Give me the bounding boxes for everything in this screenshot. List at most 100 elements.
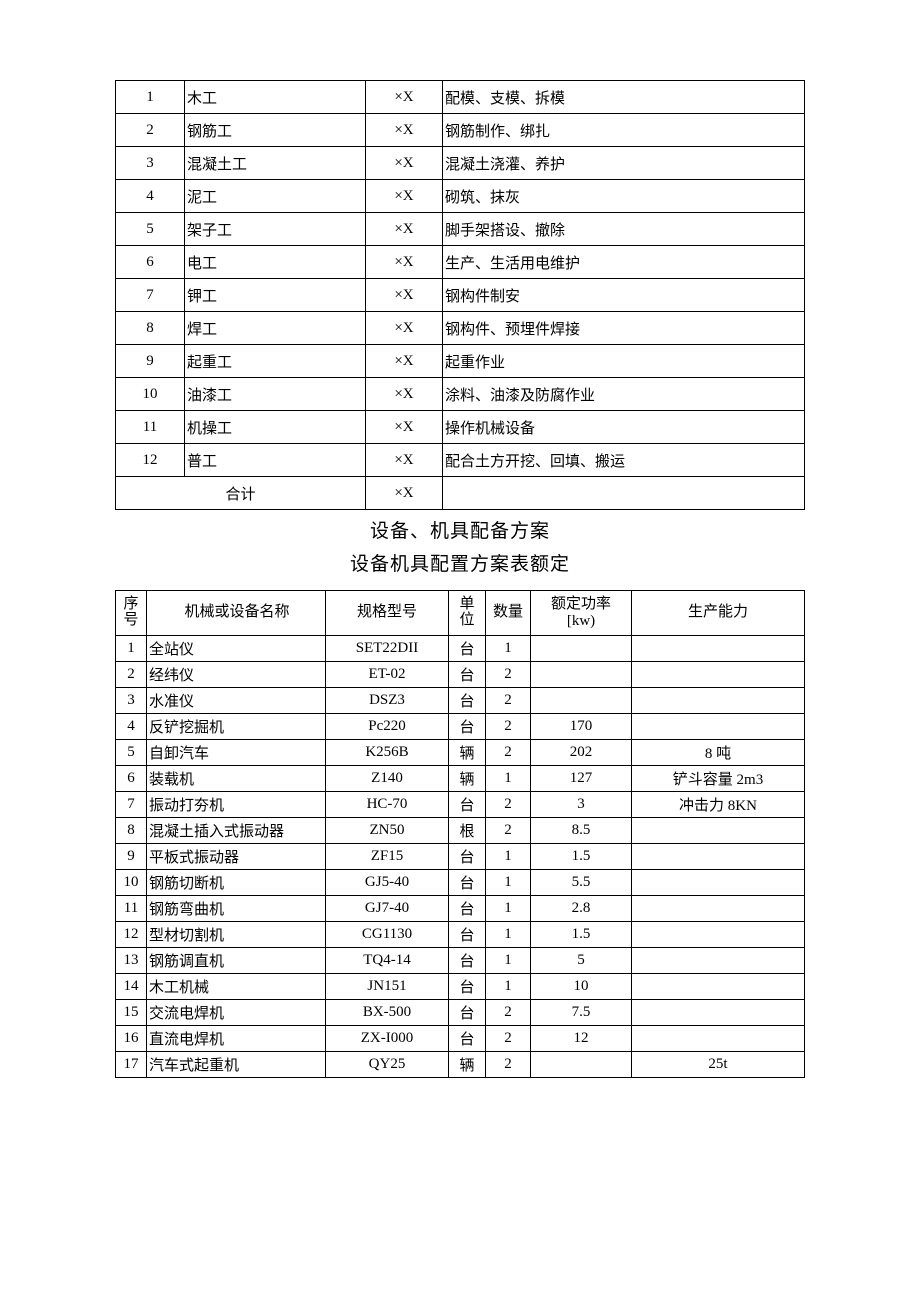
table-row: 9平板式振动器ZF15台11.5	[116, 844, 805, 870]
cell-unit: 台	[449, 714, 486, 740]
cell-qty: 2	[486, 818, 531, 844]
cell-name: 全站仪	[147, 636, 326, 662]
cell-no: 3	[116, 688, 147, 714]
cell-no: 8	[116, 312, 185, 345]
cell-name: 钢筋工	[185, 114, 366, 147]
cell-qty: 2	[486, 1026, 531, 1052]
cell-unit: 辆	[449, 740, 486, 766]
cell-unit: 台	[449, 1000, 486, 1026]
table-row: 10钢筋切断机GJ5-40台15.5	[116, 870, 805, 896]
cell-unit: 台	[449, 870, 486, 896]
cell-qty: ×X	[366, 147, 443, 180]
cell-no: 5	[116, 740, 147, 766]
cell-cap	[632, 636, 805, 662]
cell-qty: ×X	[366, 246, 443, 279]
cell-cap	[632, 662, 805, 688]
cell-desc: 生产、生活用电维护	[443, 246, 805, 279]
cell-desc: 操作机械设备	[443, 411, 805, 444]
cell-desc: 脚手架搭设、撤除	[443, 213, 805, 246]
cell-name: 钢筋调直机	[147, 948, 326, 974]
table-row: 9起重工×X起重作业	[116, 345, 805, 378]
cell-power	[531, 636, 632, 662]
cell-desc: 钢构件制安	[443, 279, 805, 312]
cell-qty: 1	[486, 948, 531, 974]
cell-qty: ×X	[366, 114, 443, 147]
cell-no: 4	[116, 180, 185, 213]
cell-name: 油漆工	[185, 378, 366, 411]
hdr-cap: 生产能力	[632, 591, 805, 636]
table-row: 7振动打夯机HC-70台23冲击力 8KN	[116, 792, 805, 818]
cell-spec: DSZ3	[326, 688, 449, 714]
cell-desc: 钢构件、预埋件焊接	[443, 312, 805, 345]
cell-no: 14	[116, 974, 147, 1000]
table-row: 12型材切割机CG1130台11.5	[116, 922, 805, 948]
cell-no: 3	[116, 147, 185, 180]
hdr-qty: 数量	[486, 591, 531, 636]
cell-power: 12	[531, 1026, 632, 1052]
table-row: 17汽车式起重机QY25辆225t	[116, 1052, 805, 1078]
cell-no: 6	[116, 766, 147, 792]
cell-unit: 根	[449, 818, 486, 844]
cell-qty: ×X	[366, 444, 443, 477]
cell-spec: ET-02	[326, 662, 449, 688]
cell-cap	[632, 688, 805, 714]
cell-unit: 辆	[449, 1052, 486, 1078]
cell-desc: 配模、支模、拆模	[443, 81, 805, 114]
cell-power: 1.5	[531, 922, 632, 948]
cell-name: 型材切割机	[147, 922, 326, 948]
cell-name: 混凝土插入式振动器	[147, 818, 326, 844]
cell-qty: 1	[486, 870, 531, 896]
cell-no: 7	[116, 279, 185, 312]
cell-cap	[632, 844, 805, 870]
cell-desc: 钢筋制作、绑扎	[443, 114, 805, 147]
cell-name: 普工	[185, 444, 366, 477]
cell-power: 5	[531, 948, 632, 974]
cell-total-qty: ×X	[366, 477, 443, 510]
cell-no: 17	[116, 1052, 147, 1078]
cell-no: 13	[116, 948, 147, 974]
table-row: 3水准仪DSZ3台2	[116, 688, 805, 714]
hdr-spec: 规格型号	[326, 591, 449, 636]
cell-total-desc	[443, 477, 805, 510]
cell-power	[531, 1052, 632, 1078]
cell-cap: 铲斗容量 2m3	[632, 766, 805, 792]
table-row: 4反铲挖掘机Pc220台2170	[116, 714, 805, 740]
cell-desc: 起重作业	[443, 345, 805, 378]
table-row: 6装载机Z140辆1127铲斗容量 2m3	[116, 766, 805, 792]
cell-qty: ×X	[366, 180, 443, 213]
table-row: 1木工×X配模、支模、拆模	[116, 81, 805, 114]
cell-cap	[632, 1026, 805, 1052]
cell-unit: 台	[449, 922, 486, 948]
cell-unit: 台	[449, 688, 486, 714]
cell-name: 机操工	[185, 411, 366, 444]
cell-qty: 1	[486, 974, 531, 1000]
cell-qty: ×X	[366, 213, 443, 246]
cell-cap	[632, 714, 805, 740]
table-row: 13钢筋调直机TQ4-14台15	[116, 948, 805, 974]
cell-qty: 2	[486, 714, 531, 740]
section-title: 设备、机具配备方案	[115, 516, 805, 543]
cell-name: 汽车式起重机	[147, 1052, 326, 1078]
cell-cap	[632, 948, 805, 974]
cell-spec: ZN50	[326, 818, 449, 844]
cell-power: 7.5	[531, 1000, 632, 1026]
cell-desc: 砌筑、抹灰	[443, 180, 805, 213]
cell-qty: 2	[486, 662, 531, 688]
cell-power: 10	[531, 974, 632, 1000]
cell-unit: 台	[449, 792, 486, 818]
cell-qty: ×X	[366, 81, 443, 114]
cell-cap	[632, 922, 805, 948]
table-row: 7钾工×X钢构件制安	[116, 279, 805, 312]
cell-qty: 1	[486, 766, 531, 792]
table-row: 8混凝土插入式振动器ZN50根28.5	[116, 818, 805, 844]
cell-no: 16	[116, 1026, 147, 1052]
cell-desc: 配合土方开挖、回填、搬运	[443, 444, 805, 477]
cell-name: 钾工	[185, 279, 366, 312]
cell-qty: ×X	[366, 279, 443, 312]
cell-spec: K256B	[326, 740, 449, 766]
cell-qty: ×X	[366, 378, 443, 411]
cell-no: 4	[116, 714, 147, 740]
table-row: 2经纬仪ET-02台2	[116, 662, 805, 688]
cell-qty: ×X	[366, 345, 443, 378]
cell-cap	[632, 1000, 805, 1026]
